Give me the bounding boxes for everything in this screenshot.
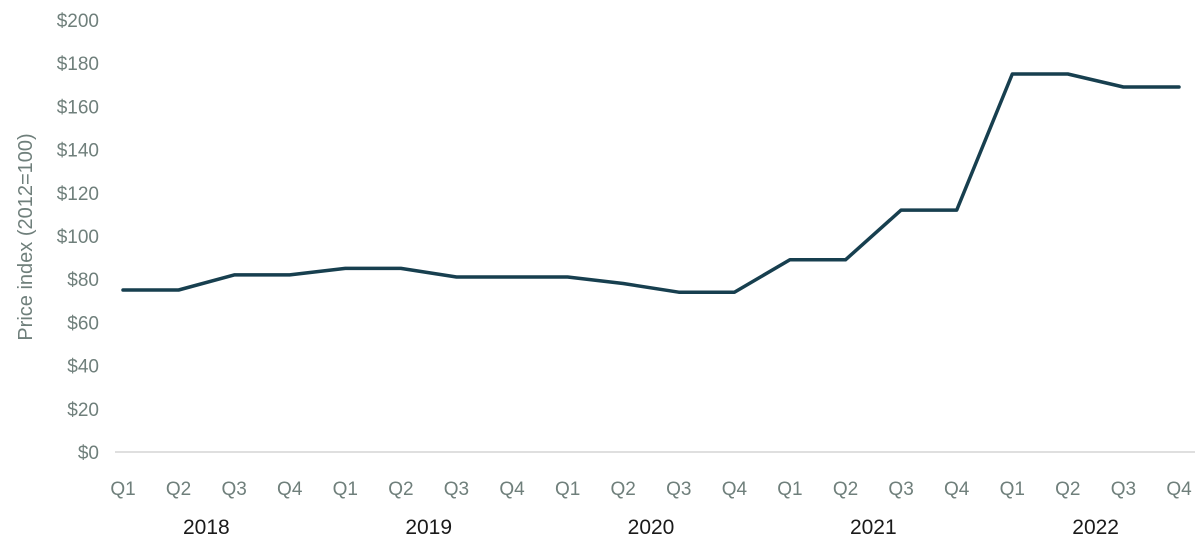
x-tick-label: Q3 (888, 479, 913, 500)
y-tick-labels: $0 $20 $40 $60 $80 $100 $120 $140 $160 $180 $200 (57, 11, 99, 464)
y-tick-label: $120 (57, 184, 99, 205)
y-tick-label: $100 (57, 227, 99, 248)
x-tick-label: Q2 (1055, 479, 1080, 500)
y-axis-label-group: Price index (2012=100) (15, 133, 37, 340)
x-tick-label: Q3 (444, 479, 469, 500)
year-label: 2022 (1072, 516, 1119, 539)
x-tick-label: Q3 (221, 479, 246, 500)
x-tick-labels: Q1 Q2 Q3 Q4 Q1 Q2 Q3 Q4 Q1 Q2 Q3 Q4 Q1 Q2 Q3 Q4 Q1 Q2 Q3 Q4 (110, 479, 1192, 500)
y-tick-label: $160 (57, 97, 99, 118)
y-tick-label: $180 (57, 54, 99, 75)
x-tick-label: Q4 (1166, 479, 1192, 500)
year-label: 2021 (850, 516, 897, 539)
year-label: 2019 (405, 516, 452, 539)
x-tick-label: Q4 (944, 479, 970, 500)
x-tick-label: Q2 (833, 479, 858, 500)
x-tick-label: Q4 (722, 479, 748, 500)
x-tick-label: Q2 (611, 479, 636, 500)
x-tick-label: Q1 (333, 479, 358, 500)
year-labels: 2018 2019 2020 2021 2022 (183, 516, 1119, 539)
x-tick-label: Q1 (1000, 479, 1025, 500)
x-tick-label: Q2 (388, 479, 413, 500)
series-lines (121, 72, 1181, 294)
series-line (121, 72, 1181, 294)
x-tick-label: Q4 (277, 479, 303, 500)
x-tick-label: Q1 (777, 479, 802, 500)
year-label: 2020 (628, 516, 675, 539)
y-tick-label: $200 (57, 11, 99, 32)
y-tick-label: $140 (57, 141, 99, 162)
y-tick-label: $20 (67, 400, 99, 421)
x-tick-label: Q4 (499, 479, 525, 500)
y-tick-label: $80 (67, 270, 99, 291)
x-tick-label: Q2 (166, 479, 191, 500)
y-tick-label: $60 (67, 313, 99, 334)
x-tick-label: Q3 (666, 479, 691, 500)
y-tick-label: $0 (78, 443, 99, 464)
y-tick-label: $40 (67, 357, 99, 378)
y-axis-label: Price index (2012=100) (15, 133, 37, 340)
x-tick-label: Q1 (555, 479, 580, 500)
x-tick-label: Q3 (1111, 479, 1136, 500)
x-tick-label: Q1 (110, 479, 135, 500)
year-label: 2018 (183, 516, 230, 539)
